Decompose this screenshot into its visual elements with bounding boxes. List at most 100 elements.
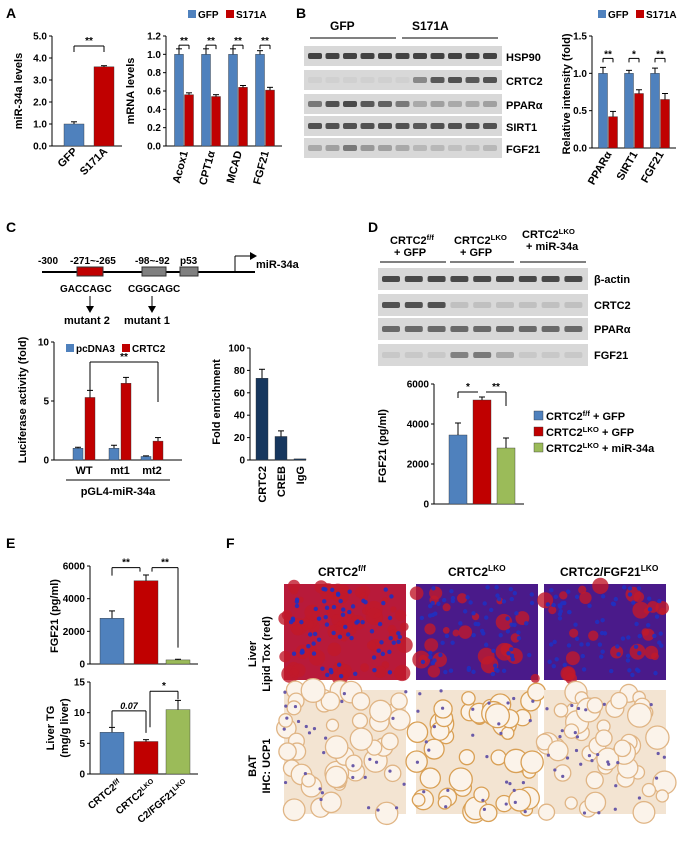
A2-ytick-label: 0.8 [147,68,161,79]
C1-WT-CRTC2-bar [84,397,96,461]
F-nucleus [443,669,448,675]
F-nucleus [634,667,640,672]
C2-xtick-label: IgG [295,466,307,484]
C-tss-arrowhead [250,252,257,260]
D-row-label: β-actin [594,274,630,286]
F-nucleus [488,607,494,613]
F-lipid-droplet [331,613,344,627]
E1-ytick-label: 6000 [63,562,86,573]
A1-ytick-label: 5.0 [33,32,47,43]
F-nucleus [554,657,559,662]
D-band [450,276,469,282]
F-lipid-droplet [588,630,599,641]
C-mutant-label: mutant 2 [64,315,110,327]
F-adipocyte [613,739,632,758]
B-band [430,123,445,129]
B-band [395,101,410,107]
F-nucleus [396,639,401,645]
C1-mt2-pcDNA3-bar [140,456,152,461]
F-nucleus [647,607,653,612]
F-nucleus [501,599,507,604]
C2-ylabel: Fold enrichment [211,359,223,445]
F-nucleus [553,594,559,600]
E2-ytick-label: 10 [74,708,86,719]
F-nucleus [462,609,468,614]
F-nucleus [634,621,639,627]
E2-ylabel: (mg/g liver) [59,698,71,758]
D-band [473,276,492,282]
D-group-label: CRTC2LKO [522,227,575,242]
F-nucleus [616,652,621,657]
E2-ytick-label: 15 [74,678,86,689]
F-nucleus [610,601,616,606]
F-nucleus [433,611,438,616]
F-nucleus [290,616,296,621]
F-nucleus [600,618,605,623]
C1-xtick-label: mt2 [142,465,162,477]
F-lipid-droplet [632,601,650,619]
F-adipocyte [553,764,572,782]
D-band [564,276,583,282]
C1-mt1-CRTC2-bar [120,383,132,461]
F-lipid-droplet [393,664,411,682]
F-adipocyte [586,697,604,714]
D-legend-label: CRTC2LKO + GFP [546,425,634,440]
F-nucleus [545,602,551,607]
B-band [343,101,357,107]
D-band [564,352,583,358]
F-nucleus [320,666,325,671]
F-nucleus [436,601,441,606]
B-legend-swatch-s171a [636,10,644,18]
F-nucleus [331,604,337,610]
B-band [413,77,427,83]
F-nucleus [294,597,300,602]
B-band [413,123,427,129]
A1-ytick-label: 1.0 [33,120,47,131]
B-band [308,101,322,107]
F-nucleus [645,623,651,628]
C1-xtick-label: mt1 [110,465,130,477]
F-adipocyte [645,725,670,750]
F-nucleus [509,647,514,652]
F-nucleus [581,667,587,672]
F-nucleus [347,589,352,594]
D-group-label: + GFP [460,247,492,259]
F-lipid-droplet [340,634,348,642]
C-position-label: p53 [180,256,198,267]
F-bat-nucleus [513,800,517,804]
F-bat-nucleus [284,704,288,708]
F-bat-nucleus [485,755,489,759]
F-nucleus [574,636,580,641]
F-adipocyte [380,732,399,751]
F-column-label: CRTC2f/f [318,563,366,579]
F-nucleus [509,653,515,658]
D-legend-label: CRTC2f/f + GFP [546,409,625,424]
F-adipocyte [278,742,297,761]
E2-ytick-label: 5 [79,739,85,750]
B-group-label-gfp: GFP [330,19,355,33]
F-bat-nucleus [282,727,286,731]
F-nucleus [438,652,443,658]
D-band [473,352,492,358]
C1-mt2-CRTC2-bar [152,440,164,461]
E1-ylabel: FGF21 (pg/ml) [49,579,61,653]
F-adipocyte [301,773,316,788]
F-column-label: CRTC2LKO [448,563,506,579]
F-column-label: CRTC2/FGF21LKO [560,563,659,579]
F-adipocyte [383,764,402,783]
F-adipocyte [484,703,510,729]
A2-ytick-label: 1.0 [147,50,161,61]
D-legend-label: CRTC2LKO + miR-34a [546,441,655,456]
D-band [496,302,514,308]
F-lipid-droplet [565,651,580,666]
F-nucleus [324,605,330,611]
F-bat-nucleus [482,807,486,811]
F-nucleus [627,586,633,591]
B-band [378,123,392,129]
B-band [378,53,392,59]
F-nucleus [491,648,496,653]
B-band [448,145,462,151]
F-adipocyte [553,702,569,718]
F-bat-nucleus [487,701,491,705]
D-ylabel: FGF21 (pg/ml) [377,409,389,483]
